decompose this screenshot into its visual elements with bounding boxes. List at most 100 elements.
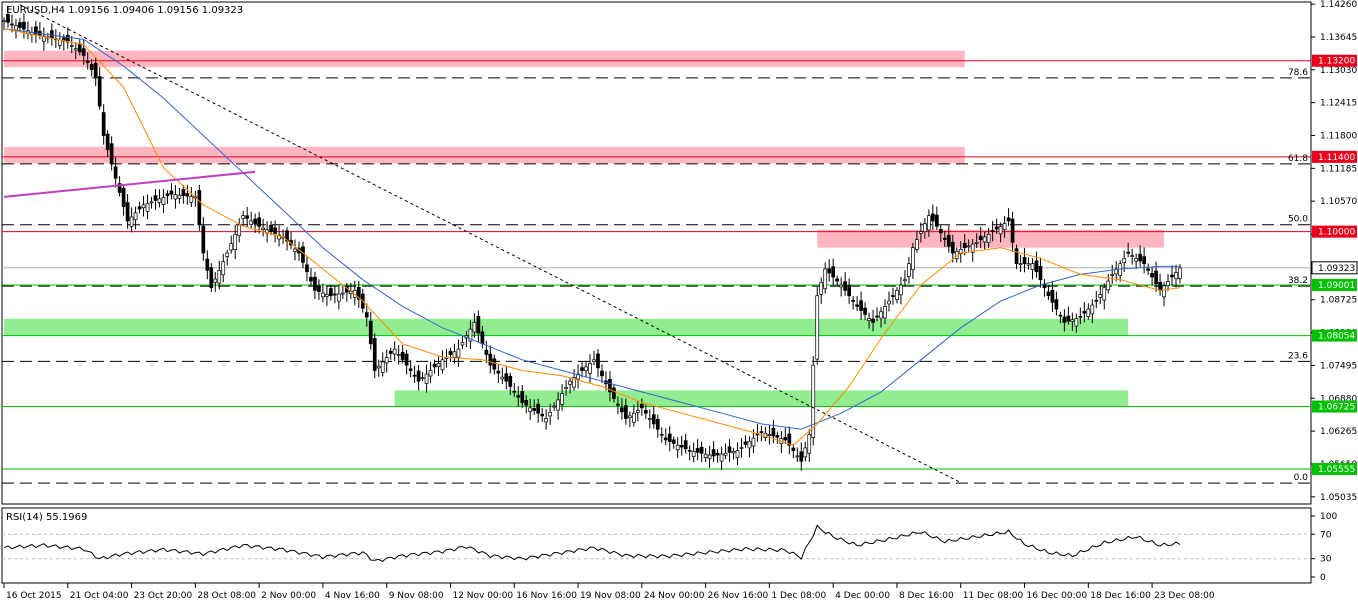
candle-body bbox=[428, 370, 433, 377]
candle-body bbox=[687, 449, 692, 452]
candle-body bbox=[966, 245, 971, 248]
candle-body bbox=[919, 231, 923, 234]
candle-body bbox=[1066, 315, 1071, 322]
candle-body bbox=[1094, 299, 1099, 302]
candle-body bbox=[942, 237, 947, 240]
rsi-frame bbox=[1, 507, 1312, 584]
level-badge-label: 1.13200 bbox=[1318, 57, 1355, 67]
candle-body bbox=[1154, 270, 1158, 285]
candle-body bbox=[388, 350, 393, 354]
candle-body bbox=[624, 405, 628, 419]
ma-fast-line[interactable] bbox=[3, 28, 1181, 446]
candle-body bbox=[69, 45, 74, 47]
candle-body bbox=[89, 64, 94, 70]
candle-body bbox=[520, 391, 525, 403]
candle-body bbox=[827, 268, 832, 274]
candle-body bbox=[1082, 310, 1087, 314]
rsi-line[interactable] bbox=[3, 524, 1181, 562]
candle-body bbox=[923, 223, 927, 232]
time-tick-label: 4 Nov 16:00 bbox=[325, 591, 380, 601]
level-badge-label: 1.10000 bbox=[1318, 228, 1355, 238]
candle-body bbox=[496, 370, 501, 374]
candle-body bbox=[1110, 274, 1115, 276]
candle-body bbox=[153, 195, 158, 201]
level-badge-label: 1.09323 bbox=[1318, 264, 1355, 274]
candle-body bbox=[6, 13, 10, 23]
candle-body bbox=[612, 387, 616, 399]
candle-body bbox=[109, 143, 114, 165]
candle-body bbox=[85, 60, 90, 63]
candle-body bbox=[245, 215, 250, 219]
candle-body bbox=[165, 193, 170, 197]
time-tick-label: 1 Dec 08:00 bbox=[771, 591, 826, 601]
candle-body bbox=[851, 300, 855, 302]
candle-body bbox=[795, 455, 800, 458]
time-tick-label: 8 Dec 16:00 bbox=[899, 591, 954, 601]
candle-body bbox=[321, 292, 325, 298]
candle-body bbox=[552, 405, 556, 408]
time-tick-label: 16 Oct 2015 bbox=[6, 591, 62, 601]
time-tick-label: 21 Oct 04:00 bbox=[70, 591, 129, 601]
candle-body bbox=[368, 320, 373, 345]
time-tick-label: 16 Nov 16:00 bbox=[516, 591, 577, 601]
fibo-label: 0.0 bbox=[1294, 473, 1309, 483]
rsi-tick-label: 0 bbox=[1320, 573, 1326, 583]
candle-body bbox=[592, 359, 596, 362]
purple-trendline[interactable] bbox=[3, 170, 256, 198]
candle-body bbox=[229, 243, 234, 251]
down-trendline[interactable] bbox=[19, 4, 961, 484]
candle-body bbox=[803, 447, 808, 458]
candle-body bbox=[1178, 267, 1182, 279]
level-badge-label: 1.11400 bbox=[1318, 153, 1355, 163]
candle-body bbox=[49, 30, 54, 39]
candle-body bbox=[201, 225, 206, 254]
candle-body bbox=[1174, 272, 1178, 280]
candle-body bbox=[101, 112, 106, 136]
candle-body bbox=[372, 337, 377, 371]
candle-body bbox=[42, 35, 46, 42]
candle-body bbox=[938, 229, 943, 234]
candle-body bbox=[145, 203, 150, 212]
candle-body bbox=[703, 453, 708, 458]
candle-body bbox=[807, 434, 812, 454]
candle-body bbox=[887, 300, 891, 305]
fibo-label: 61.8 bbox=[1288, 154, 1308, 164]
candle-body bbox=[1026, 263, 1031, 266]
candle-body bbox=[2, 20, 6, 23]
candle-body bbox=[883, 306, 887, 319]
candle-body bbox=[907, 263, 911, 277]
candle-body bbox=[723, 452, 728, 456]
candle-body bbox=[986, 233, 991, 243]
candle-body bbox=[436, 363, 441, 367]
candle-body bbox=[1058, 314, 1063, 317]
candle-body bbox=[293, 248, 297, 252]
chart-header: EURUSD,H4 1.09156 1.09406 1.09156 1.0932… bbox=[6, 5, 243, 16]
candle-body bbox=[927, 215, 931, 231]
candle-body bbox=[1038, 266, 1043, 281]
candle-body bbox=[978, 235, 983, 240]
candle-body bbox=[787, 433, 792, 446]
candle-body bbox=[137, 206, 142, 210]
time-tick-label: 23 Oct 20:00 bbox=[134, 591, 193, 601]
candle-body bbox=[1098, 294, 1103, 298]
candle-body bbox=[1142, 256, 1146, 265]
candle-body bbox=[313, 276, 317, 291]
candle-body bbox=[600, 370, 604, 377]
candle-body bbox=[185, 193, 190, 197]
candle-body bbox=[663, 437, 668, 441]
price-tick-label: 1.13030 bbox=[1320, 66, 1357, 76]
candle-body bbox=[867, 318, 871, 321]
time-tick-label: 26 Nov 16:00 bbox=[708, 591, 769, 601]
candle-body bbox=[340, 292, 345, 295]
candle-body bbox=[819, 282, 824, 295]
candle-body bbox=[273, 227, 277, 234]
candle-body bbox=[77, 43, 82, 53]
ma-slow-line[interactable] bbox=[3, 28, 1180, 430]
candle-body bbox=[1130, 255, 1135, 258]
candle-body bbox=[791, 447, 796, 451]
candle-body bbox=[962, 242, 967, 249]
time-tick-label: 9 Nov 08:00 bbox=[389, 591, 444, 601]
fibo-label: 23.6 bbox=[1288, 351, 1308, 361]
candle-body bbox=[117, 183, 122, 193]
